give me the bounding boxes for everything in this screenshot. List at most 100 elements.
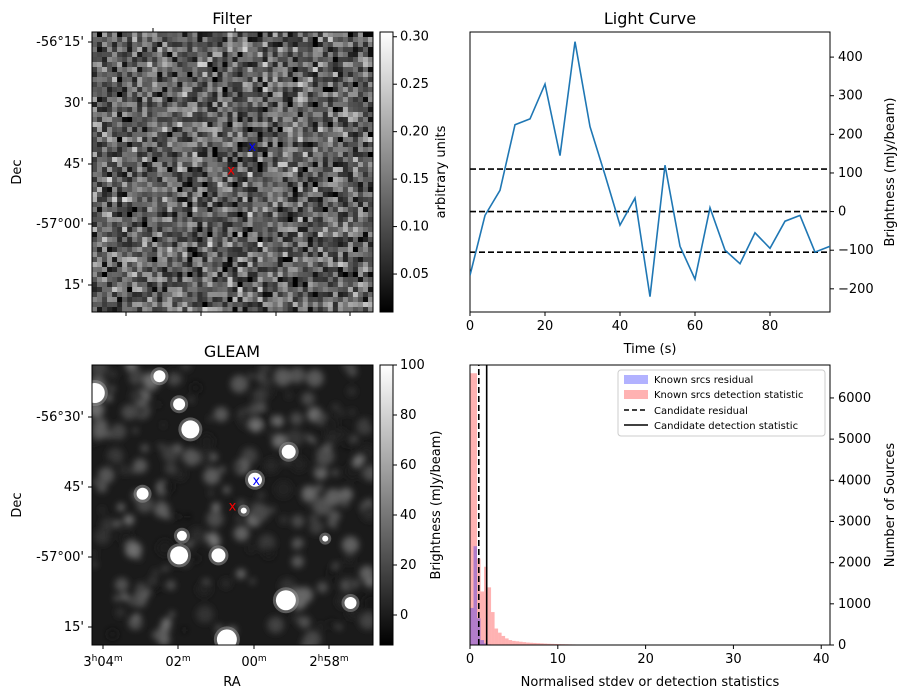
filter-pixel [172,172,178,178]
filter-pixel [182,57,188,63]
filter-pixel [212,32,218,38]
filter-pixel [197,77,203,83]
filter-pixel [367,167,374,173]
filter-pixel [267,262,273,268]
filter-pixel [307,107,314,113]
filter-pixel [157,252,163,258]
filter-pixel [247,122,253,128]
filter-pixel [182,297,188,303]
filter-pixel [212,172,218,178]
filter-pixel [232,172,238,178]
filter-pixel [277,157,283,163]
filter-pixel [292,142,299,148]
filter-pixel [277,152,283,158]
filter-pixel [222,302,228,308]
filter-pixel [302,197,309,203]
filter-pixel [272,127,278,133]
filter-pixel [222,132,228,138]
filter-pixel [202,302,208,308]
filter-pixel [147,157,153,163]
filter-pixel [97,142,103,148]
filter-pixel [207,297,213,303]
filter-pixel [207,87,213,93]
filter-pixel [302,122,309,128]
gleam-diffuse-blob [267,431,272,436]
filter-pixel [217,112,223,118]
gleam-diffuse-blob [250,578,255,584]
filter-pixel [252,252,258,258]
filter-pixel [137,242,143,248]
filter-pixel [282,92,288,98]
filter-pixel [257,252,263,258]
filter-pixel [327,282,334,288]
filter-pixel [187,112,193,118]
filter-pixel [202,282,208,288]
filter-pixel [327,212,334,218]
filter-pixel [297,237,304,243]
filter-pixel [177,282,183,288]
filter-pixel [222,102,228,108]
filter-pixel [167,167,173,173]
gleam-diffuse-blob [331,469,339,476]
filter-pixel [127,302,133,308]
filter-pixel [247,32,253,38]
filter-pixel [237,287,243,293]
filter-pixel [112,307,118,313]
filter-pixel [92,292,98,298]
filter-pixel [102,82,108,88]
filter-pixel [132,72,138,78]
gleam-diffuse-blob [136,619,142,625]
filter-pixel [157,132,163,138]
filter-pixel [227,177,233,183]
filter-pixel [147,252,153,258]
filter-pixel [197,302,203,308]
filter-pixel [97,147,103,153]
lc-x-tick-label: 40 [612,319,629,334]
filter-pixel [172,277,178,283]
filter-pixel [137,47,143,53]
filter-pixel [282,262,288,268]
gleam-sources [92,367,360,645]
filter-pixel [107,57,113,63]
filter-pixel [177,237,183,243]
filter-pixel [312,192,319,198]
gleam-diffuse-blob [155,494,164,503]
filter-pixel [117,92,123,98]
filter-pixel [287,97,294,103]
filter-pixel [352,297,359,303]
filter-pixel [167,182,173,188]
filter-pixel [272,222,278,228]
filter-pixel [367,127,374,133]
filter-pixel [97,262,103,268]
filter-pixel [147,257,153,263]
filter-pixel [117,137,123,143]
filter-pixel [167,157,173,163]
gleam-marker-blue: x [253,474,261,489]
filter-pixel [182,287,188,293]
filter-pixel [232,217,238,223]
filter-pixel [232,307,238,313]
filter-pixel [337,297,344,303]
filter-pixel [322,132,329,138]
filter-pixel [247,132,253,138]
filter-pixel [222,182,228,188]
hist-bar-detection [536,643,541,645]
filter-pixel [197,252,203,258]
filter-pixel [157,187,163,193]
filter-pixel [112,242,118,248]
filter-pixel [202,307,208,313]
filter-pixel [232,187,238,193]
filter-pixel [152,177,158,183]
filter-pixel [112,92,118,98]
filter-pixel [117,42,123,48]
filter-pixel [342,302,349,308]
filter-pixel [307,142,314,148]
filter-pixel [202,252,208,258]
filter-pixel [307,212,314,218]
filter-pixel [202,132,208,138]
filter-pixel [267,192,273,198]
filter-pixel [197,92,203,98]
filter-pixel [107,167,113,173]
filter-pixel [187,242,193,248]
filter-pixel [357,232,364,238]
